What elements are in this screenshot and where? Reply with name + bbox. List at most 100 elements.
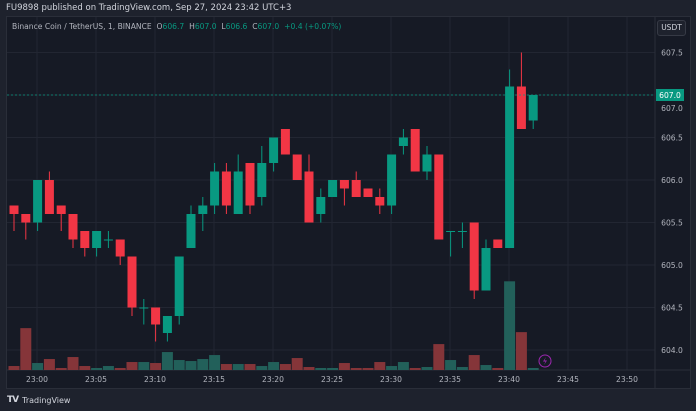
candle-body (233, 171, 243, 214)
candle-body (139, 307, 149, 309)
volume-bar (20, 328, 32, 370)
time-tick-label: 23:25 (321, 375, 343, 384)
candle-body (80, 231, 90, 248)
candle-body (280, 129, 290, 155)
candle-body (410, 129, 420, 172)
volume-bar (67, 357, 79, 370)
candle-body (151, 307, 161, 325)
high-value: 607.0 (194, 22, 217, 31)
price-tick-label: 605.0 (661, 261, 683, 270)
volume-bar (480, 365, 492, 370)
candle-body (221, 171, 231, 206)
candle-body (422, 154, 432, 172)
volume-bar (185, 361, 197, 370)
volume-bar (338, 363, 350, 370)
brand-name: TradingView (22, 395, 71, 405)
high-label: H (189, 22, 195, 31)
close-label: C (252, 22, 258, 31)
candle-body (174, 256, 184, 316)
candle-body (269, 137, 279, 163)
volume-bar (421, 367, 433, 370)
volume-bar (220, 364, 232, 370)
volume-bar (102, 366, 114, 370)
candle-body (469, 222, 479, 291)
candle-body (387, 154, 397, 206)
volume-bar (138, 362, 150, 370)
last-price-label: 607.0 (659, 91, 681, 100)
candle-body (481, 248, 491, 291)
volume-bar (32, 363, 44, 370)
price-tick-label: 606.5 (661, 134, 683, 143)
footer-brand[interactable]: TV TradingView (7, 395, 70, 405)
volume-bar (315, 368, 327, 370)
candle-body (316, 197, 326, 214)
candle-body (257, 163, 267, 197)
volume-bar (55, 368, 67, 370)
open-label: O (156, 22, 163, 31)
candle-body (375, 197, 385, 206)
volume-bar (114, 368, 126, 370)
price-tick-label: 606.0 (661, 176, 683, 185)
price-tick-label: 604.0 (661, 346, 683, 355)
volume-bar (91, 368, 103, 370)
symbol-legend: Binance Coin / TetherUS, 1, BINANCE O606… (12, 22, 341, 31)
volume-bar (279, 364, 291, 370)
symbol-name: Binance Coin / TetherUS, 1, BINANCE (12, 22, 152, 31)
candle-body (115, 239, 125, 257)
time-tick-label: 23:15 (203, 375, 225, 384)
chart-pane[interactable] (6, 16, 691, 389)
change-value: +0.4 (+0.07%) (284, 22, 342, 31)
volume-bar (397, 362, 409, 370)
volume-bar (386, 366, 398, 370)
candle-body (528, 95, 538, 121)
candle-body (292, 154, 302, 180)
candle-body (186, 214, 196, 248)
candle-body (92, 231, 102, 248)
volume-bar (409, 368, 421, 370)
volume-bar (126, 362, 138, 370)
currency-button[interactable]: USDT (657, 20, 686, 36)
volume-bar (327, 368, 339, 370)
time-tick-label: 23:00 (26, 375, 48, 384)
last-price-badge (656, 89, 684, 101)
candle-body (493, 239, 503, 248)
candle-body (44, 180, 54, 214)
volume-bar (456, 367, 468, 370)
open-value: 606.7 (162, 22, 185, 31)
volume-bar (161, 352, 173, 370)
volume-bar (515, 332, 527, 370)
candle-body (505, 86, 515, 248)
time-tick-label: 23:50 (616, 375, 638, 384)
lightning-glyph (543, 357, 547, 365)
candle-body (9, 205, 19, 214)
volume-bar (303, 367, 315, 370)
candle-body (33, 180, 43, 223)
volume-bar (43, 359, 55, 370)
time-tick-label: 23:40 (498, 375, 520, 384)
candle-body (516, 86, 526, 129)
volume-bar (150, 363, 162, 370)
volume-bar (362, 368, 374, 370)
volume-bar (291, 358, 303, 370)
price-tick-label: 607.5 (661, 49, 683, 58)
tradingview-logo-icon: TV (7, 395, 19, 405)
close-value: 607.0 (257, 22, 280, 31)
volume-bar (197, 359, 209, 370)
volume-bar (244, 364, 256, 370)
time-tick-label: 23:45 (557, 375, 579, 384)
volume-bar (268, 362, 280, 370)
time-tick-label: 23:35 (439, 375, 461, 384)
candle-body (304, 171, 314, 223)
volume-bar (445, 360, 457, 370)
candle-body (328, 180, 338, 197)
volume-bar (468, 355, 480, 370)
candle-body (434, 154, 444, 240)
candle-body (162, 316, 172, 333)
candle-body (210, 171, 220, 206)
candle-body (351, 180, 361, 197)
candle-body (245, 163, 255, 206)
volume-bar (527, 368, 539, 370)
volume-bar (350, 368, 362, 370)
volume-bar (173, 360, 185, 370)
